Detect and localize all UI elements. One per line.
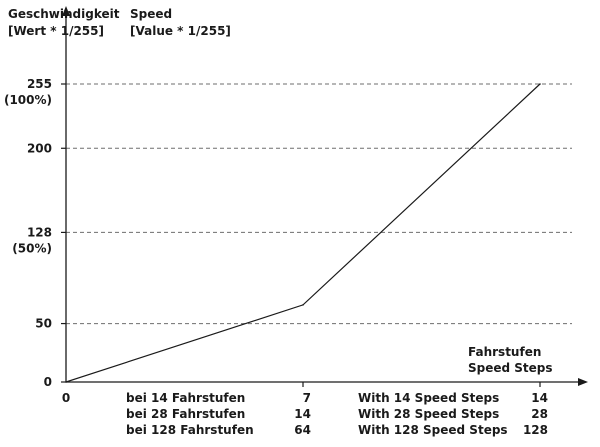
xlabel-line1: Fahrstufen: [468, 345, 541, 359]
x-group-en-3: With 128 Speed Steps: [358, 423, 508, 437]
series-line-0: [65, 83, 541, 383]
x-axis-arrowhead: [578, 378, 588, 386]
gridlines: [66, 83, 572, 325]
y-tick-label-0: 0: [44, 375, 52, 389]
x-group-en-2: With 28 Speed Steps: [358, 407, 499, 421]
ylabel-de-line2: [Wert * 1/255]: [8, 24, 104, 38]
x-group-de-2: bei 28 Fahrstufen: [126, 407, 245, 421]
x-group-de-3: bei 128 Fahrstufen: [126, 423, 254, 437]
y-tick-sublabel-255: (100%): [4, 93, 52, 107]
x-tick-label-1-2: 64: [294, 423, 311, 437]
x-tick-labels: 0 7 14 64 14 28 128: [62, 382, 548, 437]
y-tick-sublabel-128: (50%): [12, 241, 52, 255]
x-tick-label-2-2: 128: [523, 423, 548, 437]
series: [65, 83, 541, 383]
y-tick-labels: 0 50 128 (50%) 200 255 (100%): [4, 77, 66, 389]
x-tick-label-1-0: 7: [303, 391, 311, 405]
x-tick-label-1-1: 14: [294, 407, 311, 421]
x-tick-label-0-0: 0: [62, 391, 70, 405]
x-group-en-1: With 14 Speed Steps: [358, 391, 499, 405]
axes: [62, 6, 588, 386]
y-tick-label-255: 255: [27, 77, 52, 91]
x-tick-label-2-0: 14: [531, 391, 548, 405]
x-group-de-1: bei 14 Fahrstufen: [126, 391, 245, 405]
y-tick-label-128: 128: [27, 225, 52, 239]
y-tick-label-200: 200: [27, 141, 52, 155]
ylabel-en-line1: Speed: [130, 7, 172, 21]
xlabel-line2: Speed Steps: [468, 361, 553, 375]
x-tick-label-2-1: 28: [531, 407, 548, 421]
series-point-0-1: [302, 304, 304, 306]
ylabel-en-line2: [Value * 1/255]: [130, 24, 231, 38]
y-tick-label-50: 50: [35, 317, 52, 331]
series-point-0-2: [539, 83, 541, 85]
y-axis-arrowhead: [62, 6, 70, 16]
